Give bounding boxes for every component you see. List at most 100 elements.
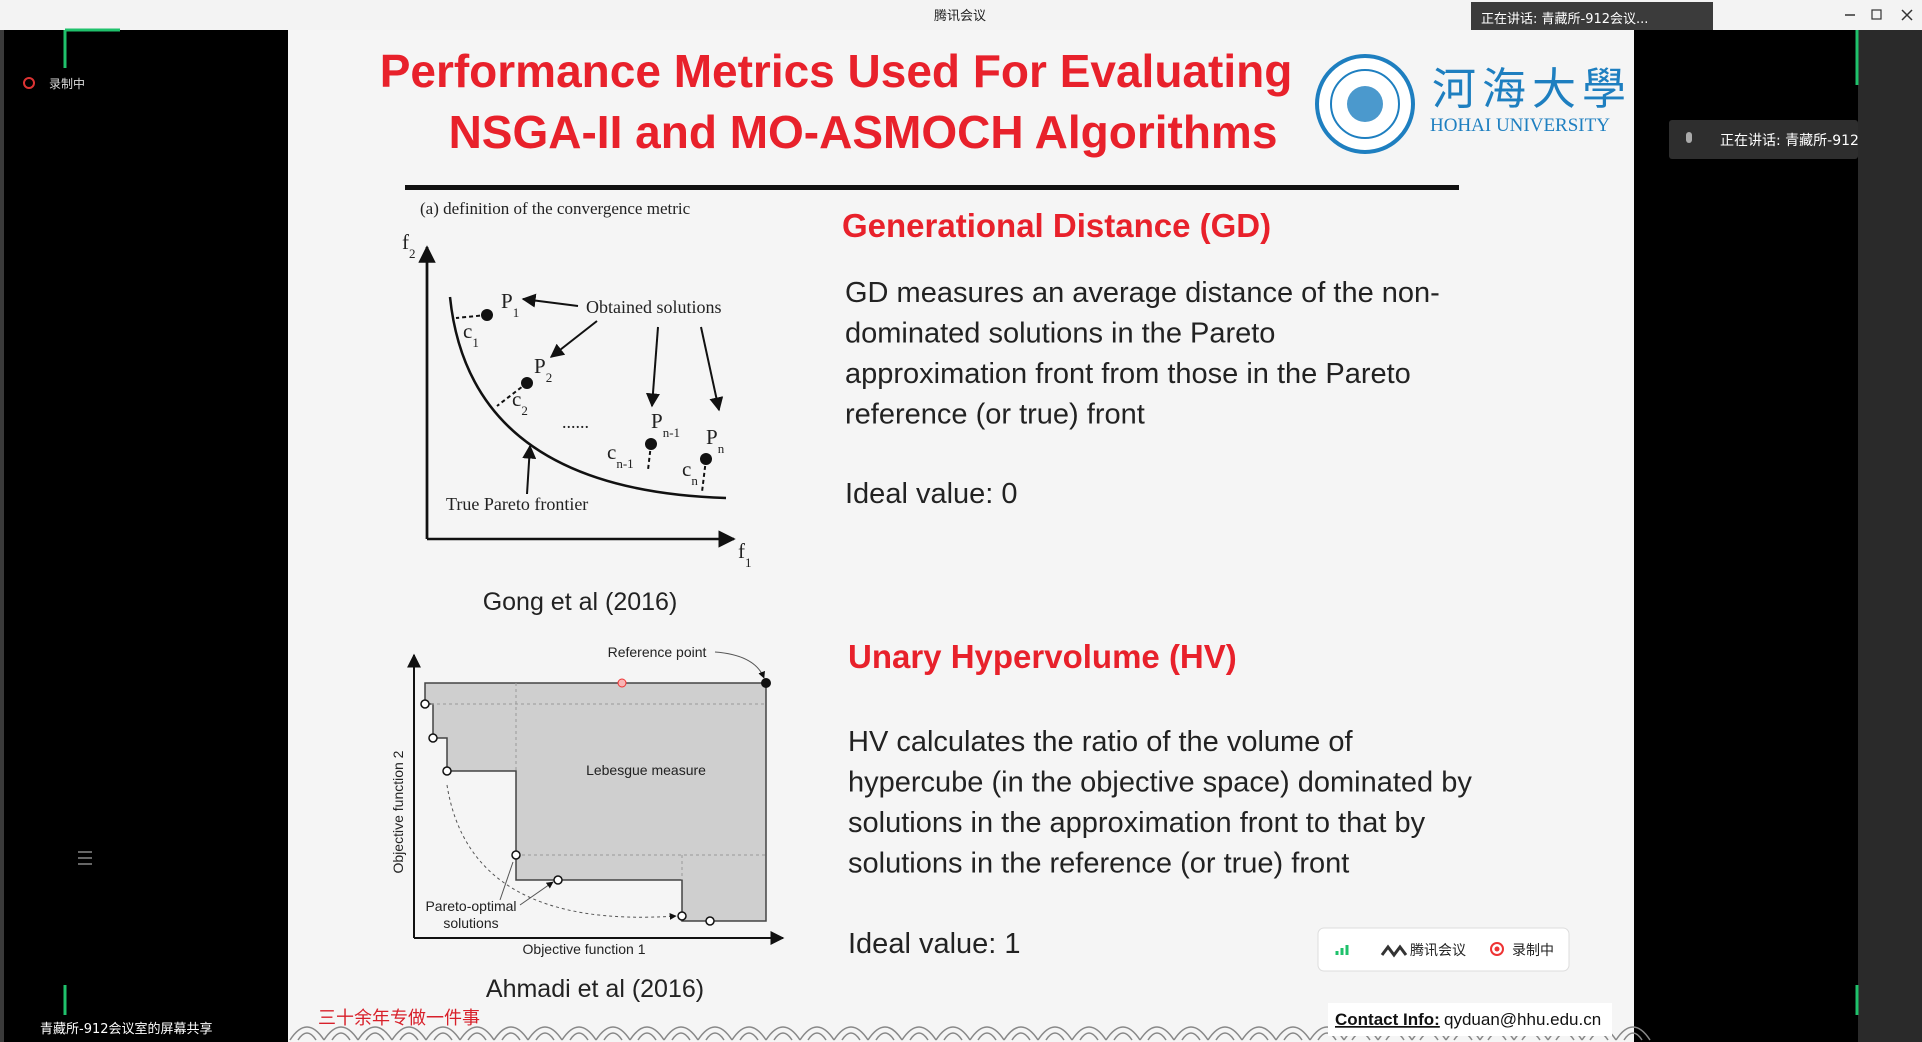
record-dot [1494,946,1500,952]
solution-point [521,377,533,389]
side-speaker-bg [1669,120,1858,159]
point-label: c1 [463,319,479,350]
fig2-guides [425,683,766,880]
body-line: solutions in the reference (or true) fro… [848,848,1349,880]
share-label: 青藏所-912会议室的屏幕共享 [40,1021,213,1037]
label-subscript: n [718,441,725,456]
label-subscript: n [691,473,698,488]
side-speaker-text: 正在讲话: 青藏所-912 [1720,133,1859,149]
distance-line [701,458,707,493]
fig1-caption: (a) definition of the convergence metric [420,199,691,218]
pareto-point [511,850,521,860]
pareto-points [420,699,715,926]
arrow [700,326,724,412]
meeting-toolbar [1317,927,1570,972]
true-front-curve [448,296,727,500]
hv-ideal: Ideal value: 1 [848,928,1021,960]
arrow [522,444,537,495]
solution-point [645,438,657,450]
arrow [645,326,660,408]
contact-label: Contact Info: [1335,1010,1440,1029]
reference-arrow [714,651,765,679]
gd-ideal: Ideal value: 0 [845,478,1018,510]
side-speaker: 正在讲话: 青藏所-912 [1669,120,1859,159]
hv-body: HV calculates the ratio of the volume of… [848,726,1472,880]
point-label: f2 [402,230,416,261]
label-letter: P [534,354,546,378]
logo-cn: 河海大學 [1432,64,1632,115]
point-label: f1 [738,539,752,570]
toolbar-app[interactable]: 腾讯会议 [1410,942,1466,959]
fig2-xlabel: Objective function 1 [523,941,646,957]
toolbar-recording[interactable]: 录制中 [1512,943,1554,959]
reference-label: Reference point [608,644,707,660]
fig2-ylabel: Objective function 2 [390,750,406,873]
distance-line [455,314,488,319]
point-label: Pn [706,425,725,456]
signal-icon [1335,945,1349,955]
true-front-label: True Pareto frontier [446,494,588,514]
hv-heading: Unary Hypervolume (HV) [848,638,1237,675]
label-letter: P [651,409,663,433]
label-subscript: n-1 [663,425,680,440]
pareto-point [428,733,438,743]
app-icon [1380,944,1408,958]
list-button[interactable] [78,851,92,865]
pareto-point [677,911,687,921]
left-panel [0,30,288,1042]
mic-icon [1686,132,1692,143]
body-line: GD measures an average distance of the n… [845,277,1440,309]
label-letter: c [512,387,521,411]
gd-heading: Generational Distance (GD) [842,207,1271,244]
left-border [0,30,4,1042]
point-label: Pn-1 [651,409,680,440]
arrow [549,320,598,358]
label-letter: c [682,457,691,481]
logo [1315,54,1415,154]
figure-hypervolume: Reference point Lebesgue measure Pareto-… [390,644,785,957]
label-letter: f [738,539,745,563]
solution-point [481,309,493,321]
fig1-citation: Gong et al (2016) [483,588,678,616]
record-icon [1490,942,1504,956]
distance-lines [455,314,707,493]
label-letter: P [501,289,513,313]
distance-line [647,443,652,471]
contact-box [1328,1003,1612,1036]
label-letter: f [402,230,409,254]
slide-title: Performance Metrics Used For Evaluating [380,45,1293,97]
pareto-label: solutions [443,915,498,931]
label-letter: P [706,425,718,449]
pareto-arrows [499,861,553,906]
label-subscript: 2 [409,246,416,261]
body-line: hypercube (in the objective space) domin… [848,767,1472,799]
label-subscript: 1 [745,555,752,570]
body-line: approximation front from those in the Pa… [845,358,1411,390]
obtained-label: Obtained solutions [586,297,722,317]
logo-center [1347,86,1383,122]
figure-convergence: (a) definition of the convergence metric… [402,199,752,570]
right-border [1858,30,1922,1042]
arrow [521,293,579,308]
pareto-point [442,766,452,776]
slide-title: NSGA-II and MO-ASMOCH Algorithms [449,106,1278,158]
pareto-point [553,875,563,885]
logo-ring [1330,69,1400,139]
label-subscript: 2 [521,403,528,418]
close-button[interactable] [1901,9,1913,21]
label-letter: c [607,440,616,464]
label-subscript: 2 [546,370,553,385]
pareto-label: Pareto-optimal [425,898,516,914]
point-label: c2 [512,387,528,418]
restore-button[interactable] [1871,9,1882,20]
point-label: cn [682,457,698,488]
contact-email: qyduan@hhu.edu.cn [1444,1010,1601,1029]
body-line: solutions in the approximation front to … [848,807,1426,839]
pareto-point [420,699,430,709]
pareto-curve [446,784,677,920]
point-label: cn-1 [607,440,634,471]
fig1-arrows [521,293,724,495]
fig2-citation: Ahmadi et al (2016) [486,975,704,1003]
